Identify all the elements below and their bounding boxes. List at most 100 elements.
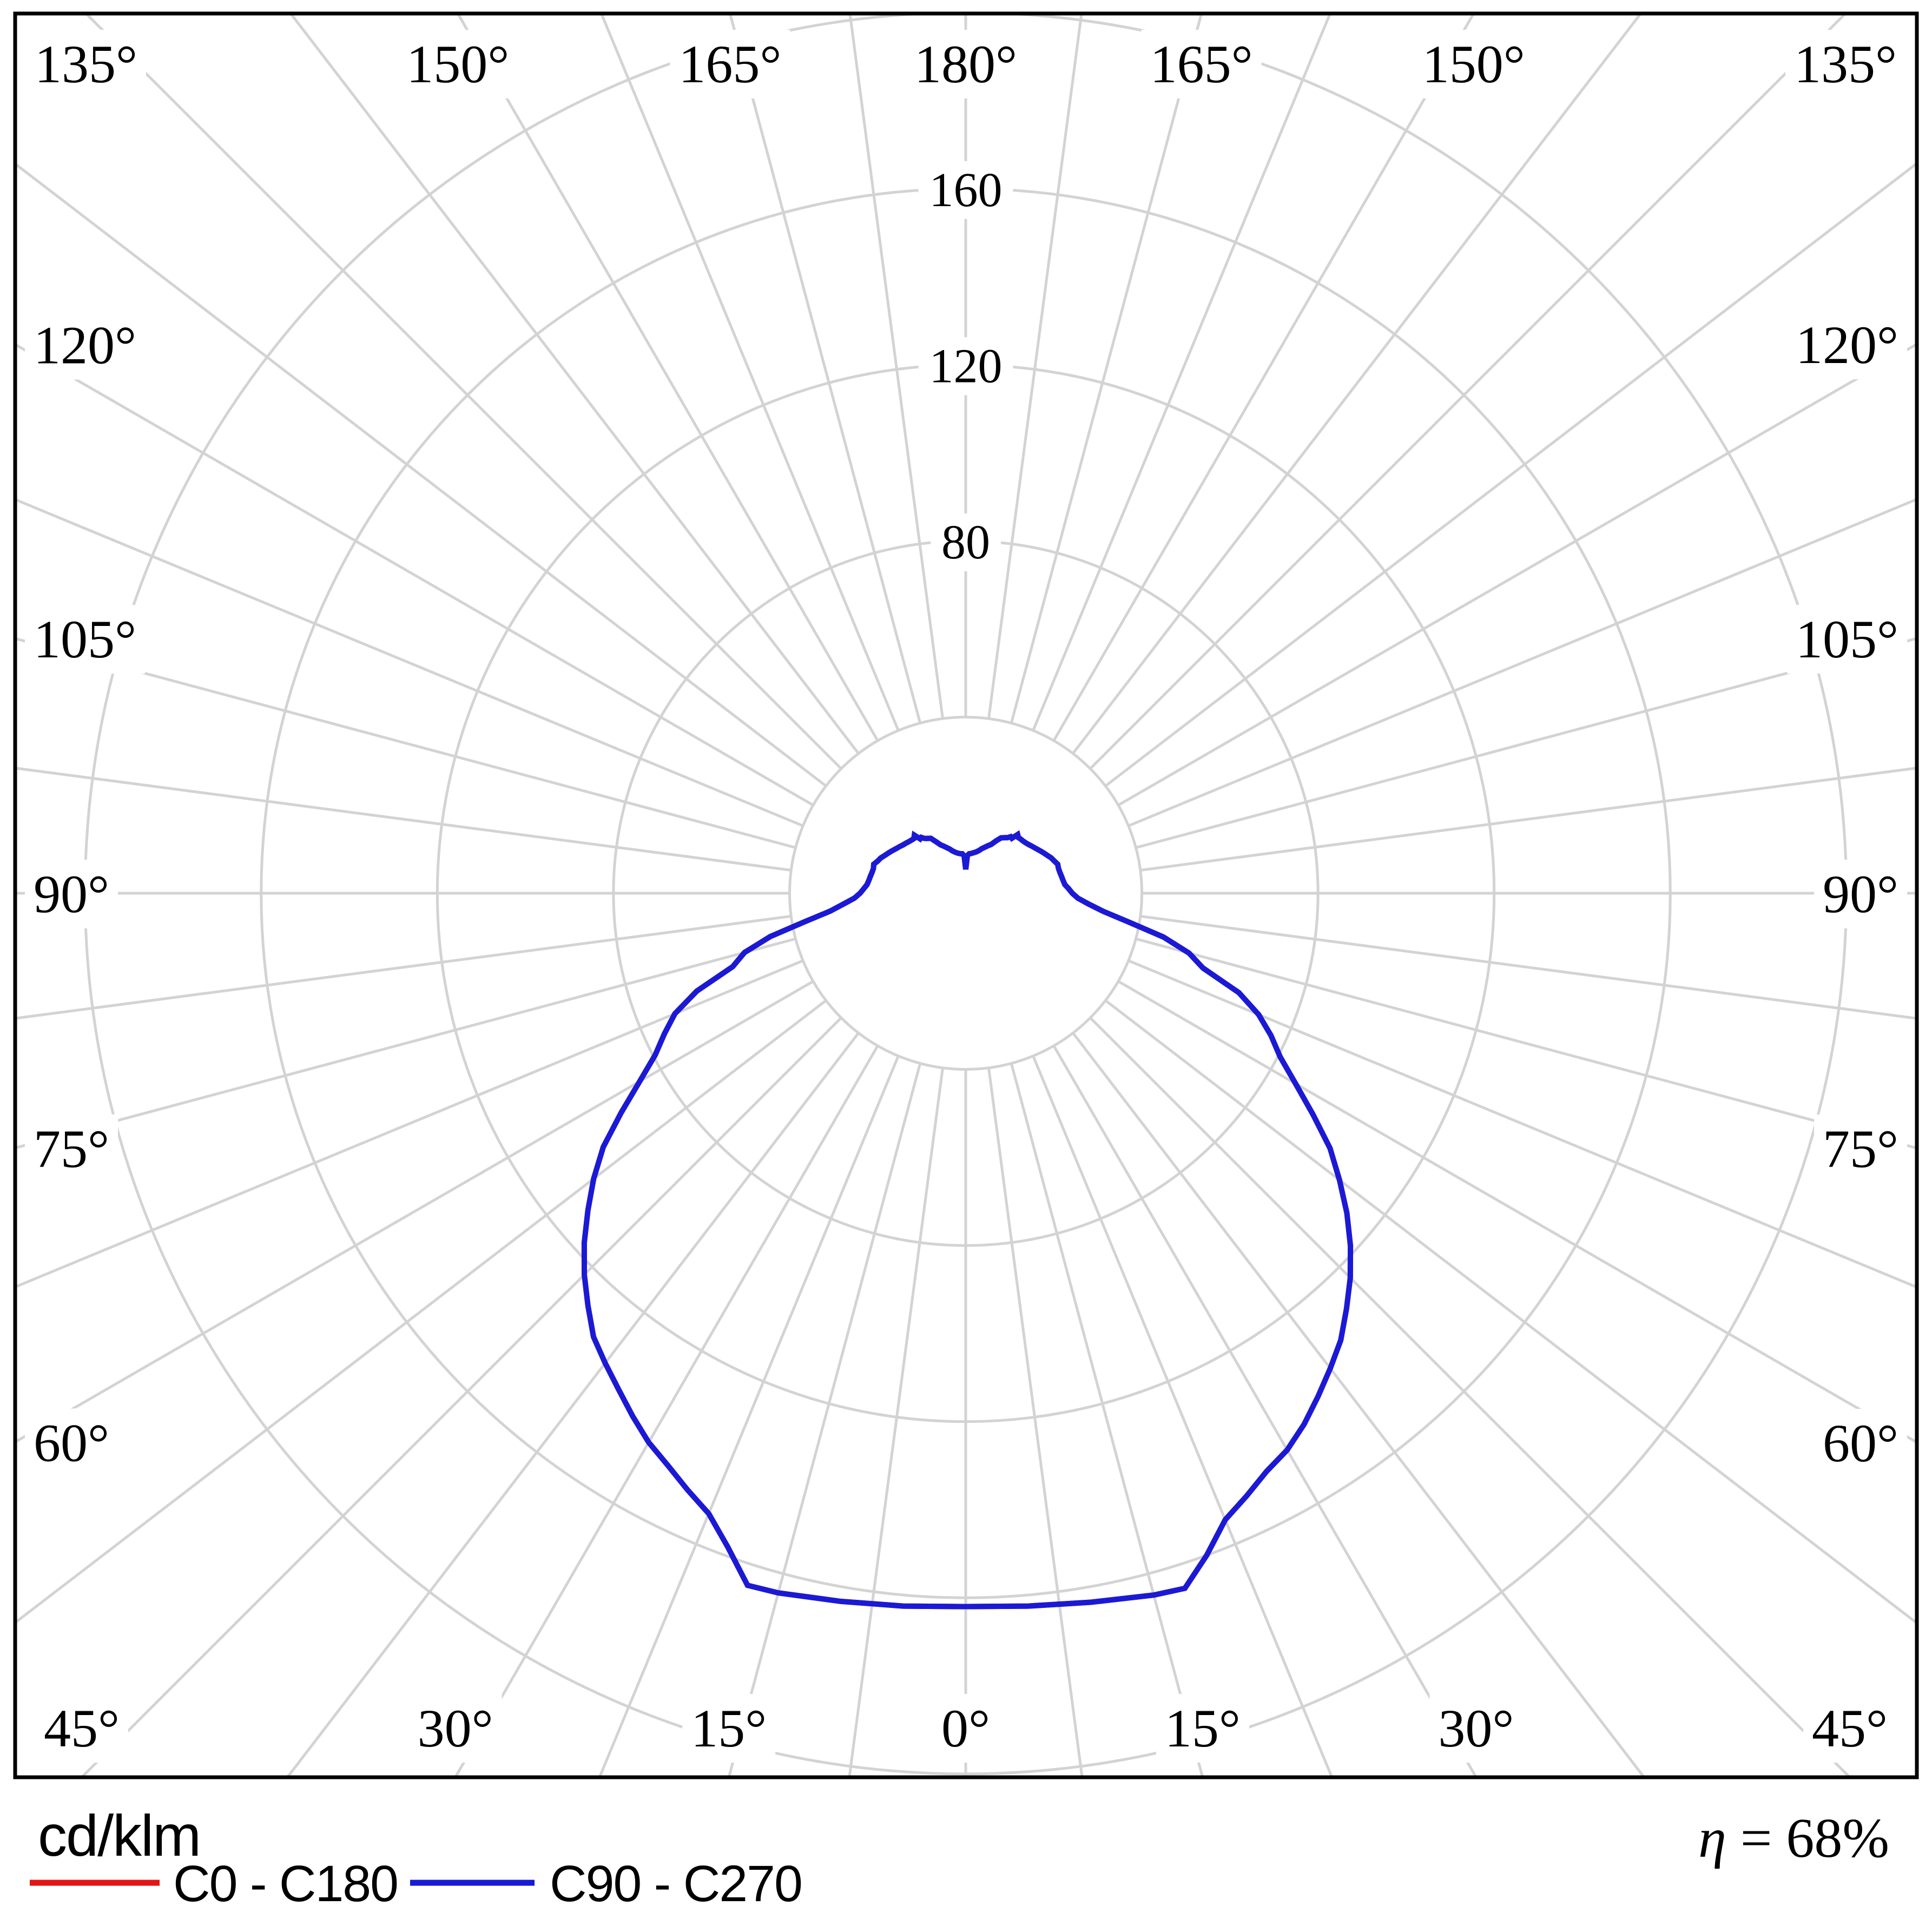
- angle-label--135: 135°: [35, 34, 137, 94]
- grid-radial-337.5: [598, 1055, 900, 1777]
- label-halo: [931, 513, 1001, 571]
- grid-radial-165: [1010, 14, 1203, 724]
- grid-radial-67.5: [1127, 959, 1917, 1289]
- angle-label--15: 15°: [691, 1698, 767, 1758]
- legend-label-c0-c180: C0 - C180: [173, 1855, 398, 1913]
- grid-radial-82.5: [1140, 915, 1917, 1020]
- grid-radial-112.5: [1127, 498, 1917, 827]
- angle-label-45: 45°: [1812, 1698, 1888, 1758]
- label-halo: [1156, 1694, 1249, 1763]
- label-halo: [918, 337, 1013, 395]
- grid-radial-75: [1135, 937, 1917, 1150]
- ring-label-120: 120: [929, 339, 1003, 393]
- grid-radial-210: [456, 14, 879, 742]
- grid-radial-240: [15, 342, 814, 807]
- angle-label-120: 120°: [1796, 315, 1898, 375]
- grid-radial-352.5: [848, 1067, 944, 1777]
- label-halo: [1787, 311, 1907, 380]
- label-halo: [1141, 30, 1262, 98]
- label-halo: [398, 30, 518, 98]
- grid-radial-202.5: [599, 14, 900, 731]
- grid-radial-37.5: [1072, 1032, 1646, 1777]
- angle-label--30: 30°: [418, 1698, 493, 1758]
- distribution-curves: [581, 830, 1354, 1610]
- angle-label-15: 15°: [1165, 1698, 1241, 1758]
- grid-radial-157.5: [1032, 14, 1332, 731]
- label-halo: [26, 30, 146, 98]
- grid-radial-322.5: [286, 1032, 860, 1777]
- angle-label--60: 60°: [34, 1413, 109, 1473]
- label-halo: [25, 860, 118, 928]
- grid-radial-150: [1052, 14, 1475, 742]
- chart-border: [13, 11, 1919, 1779]
- angle-label-30: 30°: [1438, 1698, 1514, 1758]
- grid-radial-172.5: [987, 14, 1083, 719]
- grid-radial-7.5: [987, 1067, 1084, 1777]
- curve-c0-c180: [581, 830, 1354, 1610]
- label-halo: [25, 1408, 118, 1478]
- efficiency-value: η = 68%: [1698, 1807, 1889, 1869]
- grid-radial-30: [1052, 1045, 1478, 1777]
- grid-radial-120: [1117, 342, 1917, 807]
- angle-label-165: 165°: [1150, 34, 1253, 94]
- label-halo: [1413, 30, 1534, 98]
- label-halo: [1803, 1694, 1896, 1763]
- label-halo: [408, 1694, 502, 1763]
- grid-radial-345: [727, 1063, 922, 1777]
- grid-radial-60: [1117, 980, 1917, 1444]
- grid-radial-127.5: [1104, 161, 1917, 787]
- eta-symbol: η: [1698, 1807, 1726, 1869]
- angle-label--150: 150°: [406, 34, 509, 94]
- grid-radial-255: [15, 637, 796, 849]
- legend-label-c90-c270: C90 - C270: [550, 1855, 802, 1913]
- angle-label-60: 60°: [1823, 1413, 1898, 1473]
- label-halo: [25, 1114, 118, 1183]
- angle-label--105: 105°: [34, 609, 136, 669]
- angle-label--75: 75°: [34, 1119, 109, 1179]
- grid-radial-97.5: [1140, 767, 1917, 872]
- grid-radial-22.5: [1032, 1055, 1334, 1777]
- label-halo: [933, 1694, 999, 1763]
- angle-label--165: 165°: [678, 34, 781, 94]
- angle-label-180: 180°: [914, 34, 1017, 94]
- grid-radial-315: [80, 1017, 842, 1777]
- grid-radial-307.5: [15, 999, 827, 1625]
- legend: cd/klm C0 - C180 C90 - C270 η = 68%: [30, 1803, 1889, 1913]
- angle-label-150: 150°: [1422, 34, 1525, 94]
- grid-radial-187.5: [848, 14, 944, 719]
- label-halo: [918, 161, 1013, 219]
- unit-label: cd/klm: [38, 1803, 200, 1868]
- grid-radial-142.5: [1072, 14, 1643, 755]
- angle-label-75: 75°: [1823, 1119, 1898, 1179]
- angle-label-135: 135°: [1794, 34, 1897, 94]
- angle-label--45: 45°: [44, 1698, 120, 1758]
- angle-labels: 135° 150° 165° 180° 165° 150° 135° 120° 120° 105°…: [25, 30, 1907, 1763]
- grid-radial-135: [1089, 14, 1848, 770]
- grid-radial-285: [15, 937, 796, 1150]
- label-halo: [1785, 30, 1905, 98]
- grid-ring-40: [788, 715, 1144, 1071]
- label-halo: [1814, 1408, 1907, 1478]
- curve-c90-c270: [581, 830, 1354, 1610]
- grid-radial-300: [15, 980, 814, 1444]
- label-halo: [35, 1694, 128, 1763]
- grid-radial-232.5: [15, 162, 827, 787]
- grid-radial-217.5: [289, 14, 860, 755]
- efficiency-text: = 68%: [1726, 1807, 1889, 1869]
- grid-radial-262.5: [15, 767, 792, 872]
- label-halo: [1814, 860, 1907, 928]
- grid-radial-330: [453, 1045, 879, 1777]
- label-halo: [1429, 1694, 1523, 1763]
- label-halo: [25, 605, 145, 674]
- grid-radial-45: [1089, 1017, 1852, 1777]
- ring-label-80: 80: [941, 516, 990, 569]
- grid-radial-52.5: [1104, 999, 1917, 1625]
- label-halo: [670, 30, 790, 98]
- grid-radial-225: [84, 14, 842, 770]
- label-halo: [906, 30, 1026, 98]
- grid-radial-277.5: [15, 915, 792, 1020]
- grid-radial-292.5: [15, 959, 804, 1289]
- ring-label-160: 160: [929, 163, 1003, 217]
